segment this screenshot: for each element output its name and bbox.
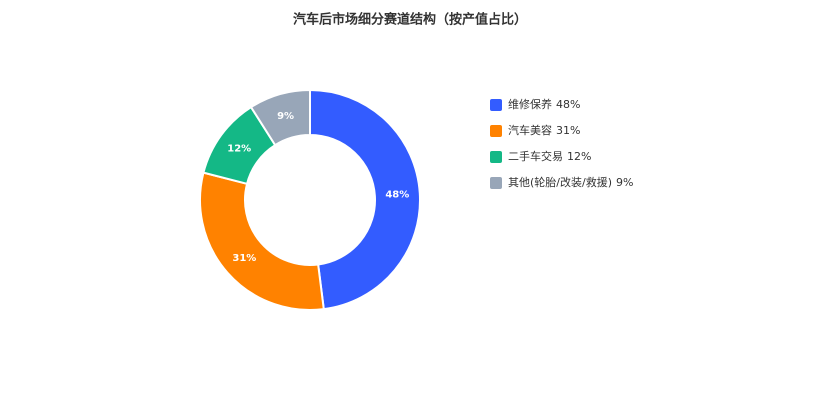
chart-title: 汽车后市场细分赛道结构（按产值占比） <box>293 12 527 28</box>
legend-value: 12% <box>567 150 591 163</box>
slice-label: 48% <box>385 190 409 201</box>
legend-label: 其他(轮胎/改装/救援) 9% <box>508 175 633 189</box>
legend-label: 维修保养 48% <box>508 97 580 111</box>
legend-swatch <box>490 99 502 111</box>
legend-label: 二手车交易 12% <box>508 149 591 163</box>
legend-name: 其他(轮胎/改装/救援) <box>508 175 612 189</box>
legend-name: 汽车美容 <box>508 123 552 137</box>
legend-name: 二手车交易 <box>508 149 563 163</box>
legend-name: 维修保养 <box>508 97 552 111</box>
slice-label: 12% <box>227 144 251 155</box>
donut-slice <box>309 88 421 311</box>
legend-swatch <box>490 125 502 137</box>
legend-value: 9% <box>616 176 633 189</box>
legend-value: 48% <box>556 98 580 111</box>
slice-label: 31% <box>232 253 256 264</box>
legend-swatch <box>490 151 502 163</box>
legend-swatch <box>490 177 502 189</box>
donut-slice <box>249 88 311 147</box>
legend-label: 汽车美容 31% <box>508 123 580 137</box>
legend-value: 31% <box>556 124 580 137</box>
donut-slice <box>199 171 325 311</box>
slice-label: 9% <box>277 111 294 122</box>
